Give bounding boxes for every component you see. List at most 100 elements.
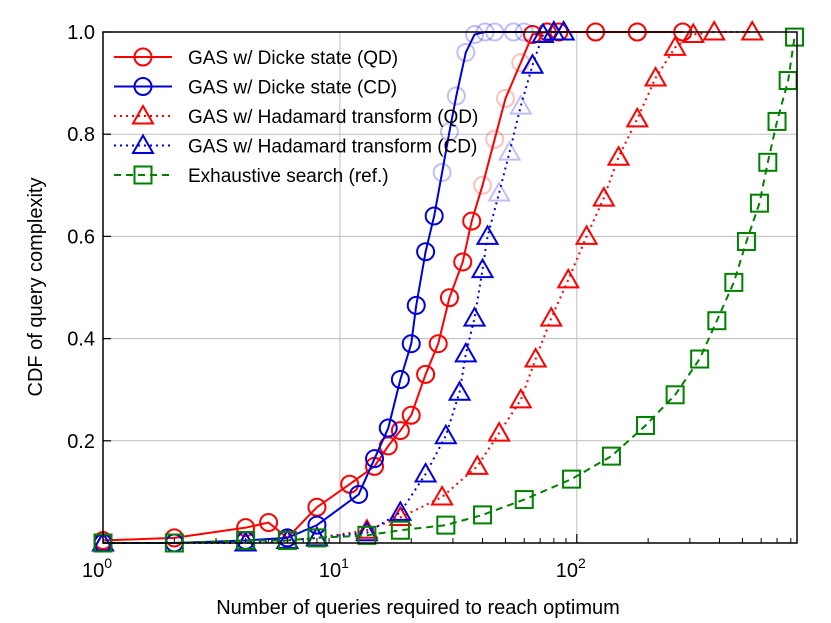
data-point-circle <box>439 288 459 308</box>
legend-marker <box>131 103 155 125</box>
legend-label: GAS w/ Hadamard transform (CD) <box>188 137 477 158</box>
data-point-square <box>436 515 456 535</box>
series-line <box>103 36 796 544</box>
data-point-circle <box>236 518 256 538</box>
data-point-circle <box>432 163 452 183</box>
data-point-square <box>307 528 327 548</box>
data-point-square <box>636 415 656 435</box>
data-point-square <box>707 311 727 331</box>
data-point-circle <box>365 449 385 469</box>
data-point-circle <box>416 364 436 384</box>
data-point-triangle <box>740 19 764 41</box>
series-0 <box>93 22 693 550</box>
legend-item: GAS w/ Hadamard transform (CD) <box>114 133 477 158</box>
data-point-triangle <box>643 65 668 87</box>
legend-item: GAS w/ Hadamard transform (QD) <box>114 103 478 128</box>
y-tick-label: 1.0 <box>67 22 95 44</box>
series-4 <box>93 27 805 553</box>
data-point-circle <box>473 175 493 195</box>
legend-item: Exhaustive search (ref.) <box>114 165 389 187</box>
legend-label: GAS w/ Dicke state (QD) <box>188 48 398 69</box>
y-axis-label: CDF of query complexity <box>25 178 47 397</box>
data-point-circle <box>307 515 327 535</box>
data-point-triangle <box>388 505 413 526</box>
data-point-circle <box>495 88 515 108</box>
data-point-square <box>724 272 744 292</box>
data-point-triangle <box>702 19 726 41</box>
data-point-triangle <box>625 106 650 128</box>
series-line <box>103 31 753 544</box>
data-point-circle <box>406 295 426 315</box>
data-point-circle <box>401 334 421 354</box>
data-point-triangle <box>574 224 599 245</box>
data-point-circle <box>378 418 398 438</box>
data-point-square <box>236 530 256 550</box>
data-point-circle <box>390 369 410 389</box>
data-point-triangle <box>509 94 533 115</box>
data-point-triangle <box>413 461 438 483</box>
data-point-circle <box>485 129 505 149</box>
data-point-triangle <box>465 454 489 475</box>
x-axis-label: Number of queries required to reach opti… <box>216 597 620 619</box>
data-point-square <box>758 152 778 172</box>
data-point-square <box>767 111 787 131</box>
legend: GAS w/ Dicke state (QD) GAS w/ Dicke stat… <box>114 47 478 187</box>
data-point-square <box>277 530 297 550</box>
x-tick-label-base: 10 <box>556 560 578 582</box>
data-point-triangle <box>447 380 472 401</box>
data-point-triangle <box>509 387 533 409</box>
data-point-square <box>562 469 582 489</box>
legend-marker <box>133 47 153 67</box>
data-point-square <box>601 446 621 466</box>
data-point-circle <box>401 405 421 425</box>
data-point-triangle <box>388 500 413 521</box>
data-point-circle <box>446 86 466 106</box>
legend-marker <box>131 133 155 154</box>
legend-marker <box>133 77 153 96</box>
data-point-circle <box>439 122 459 142</box>
data-point-triangle <box>520 53 545 74</box>
data-point-square <box>749 193 769 213</box>
series-layer <box>91 19 805 553</box>
legend-label: GAS w/ Dicke state (CD) <box>188 78 397 99</box>
legend-label: Exhaustive search (ref.) <box>188 166 389 187</box>
data-point-square <box>665 385 685 405</box>
data-point-triangle <box>523 347 548 368</box>
x-tick-label: 101 <box>319 555 349 582</box>
series-3 <box>91 19 576 552</box>
data-point-square <box>690 349 710 369</box>
data-point-triangle <box>434 423 458 445</box>
data-point-square <box>736 232 756 252</box>
data-point-triangle <box>454 341 478 363</box>
data-point-triangle <box>487 421 511 442</box>
data-point-square <box>473 505 493 525</box>
data-point-triangle <box>663 35 687 56</box>
data-point-circle <box>462 211 482 231</box>
data-point-triangle <box>487 180 511 202</box>
data-point-circle <box>428 334 448 354</box>
x-tick-label-exponent: 1 <box>341 555 349 571</box>
data-point-triangle <box>355 520 379 542</box>
y-tick-label: 0.4 <box>67 329 95 351</box>
data-point-triangle <box>470 257 495 279</box>
data-point-triangle <box>430 484 454 506</box>
x-tick-label-base: 10 <box>82 560 104 582</box>
data-point-triangle <box>592 186 616 207</box>
data-point-circle <box>416 242 436 262</box>
x-tick-label-exponent: 0 <box>104 555 112 571</box>
data-point-circle <box>349 484 369 504</box>
plot-frame <box>102 31 798 544</box>
y-tick-label: 0.8 <box>67 124 95 146</box>
data-point-square <box>514 490 534 510</box>
x-tick-label: 102 <box>556 555 586 582</box>
data-point-square <box>785 27 805 47</box>
series-line <box>103 31 525 544</box>
data-point-triangle <box>551 19 576 41</box>
data-point-square <box>390 520 410 540</box>
data-point-triangle <box>556 267 580 289</box>
data-point-circle <box>465 25 485 45</box>
series-2 <box>91 19 764 552</box>
data-point-circle <box>424 206 444 226</box>
